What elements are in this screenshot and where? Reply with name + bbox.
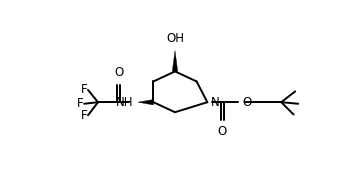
Text: F: F [77,97,84,110]
Text: O: O [242,96,251,109]
Polygon shape [138,100,154,105]
Text: F: F [81,109,87,122]
Polygon shape [172,51,178,71]
Text: OH: OH [167,32,185,45]
Text: O: O [217,125,227,138]
Text: O: O [114,66,124,79]
Text: NH: NH [116,96,134,109]
Text: F: F [81,83,87,96]
Text: N: N [211,96,219,109]
